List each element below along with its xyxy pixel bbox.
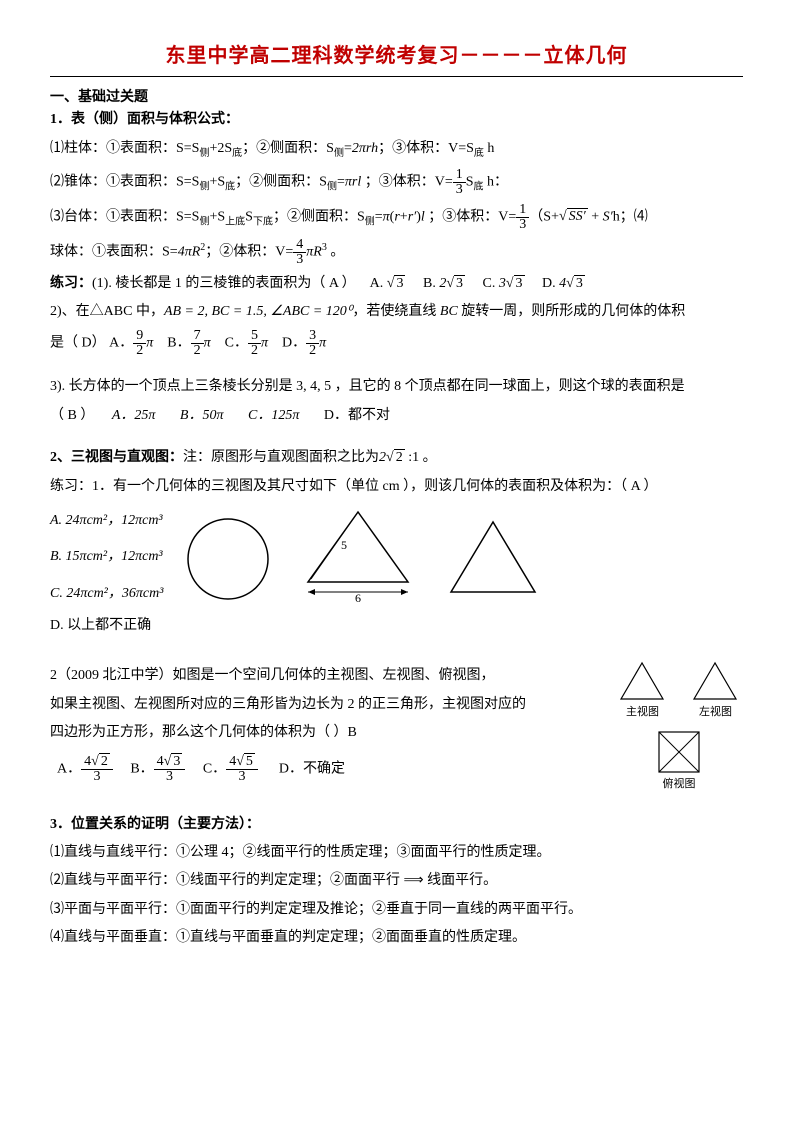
- side-view-label: 左视图: [688, 704, 743, 722]
- opt-a: A. 24πcm²，12πcm³: [50, 510, 163, 532]
- q2-line2: 如果主视图、左视图所对应的三角形皆为边长为 2 的正三角形，主视图对应的: [50, 694, 585, 716]
- section-2-ex1: 练习：1．有一个几何体的三视图及其尺寸如下（单位 cm ），则该几何体的表面积及…: [50, 476, 743, 498]
- exercise-1: 练习：(1). 棱长都是 1 的三棱锥的表面积为（ A ） A. 3 B. 23…: [50, 273, 743, 295]
- q2-options: A．423 B．433 C．453 D．不确定: [50, 755, 585, 784]
- triangle-dim-icon: 5 6: [293, 504, 423, 604]
- sec3-4: ⑷直线与平面垂直：①直线与平面垂直的判定定理；②面面垂直的性质定理。: [50, 927, 743, 949]
- top-view-label: 俯视图: [655, 776, 703, 794]
- opt-c: C. 24πcm²，36πcm³: [50, 583, 163, 605]
- opt-b: B. 15πcm²，12πcm³: [50, 546, 163, 568]
- circle-view-icon: [183, 514, 273, 604]
- views-diagram: 主视图 左视图 俯视图: [615, 659, 743, 793]
- triangle-plain-icon: [443, 514, 543, 604]
- formula-cone: ⑵锥体：①表面积：S=S侧+S底；②侧面积：S侧=πrl ；③体积：V=13S底…: [50, 168, 743, 197]
- question-2-container: 2（2009 北江中学）如图是一个空间几何体的主视图、左视图、俯视图， 如果主视…: [50, 659, 743, 793]
- section-2-head: 2、三视图与直观图：注：原图形与直观图面积之比为22 :1 。: [50, 447, 743, 469]
- section-1-head: 一、基础过关题: [50, 87, 743, 109]
- exercise-label: 练习：: [50, 276, 92, 291]
- front-view-label: 主视图: [615, 704, 670, 722]
- front-view-icon: [615, 659, 670, 704]
- formula-cylinder: ⑴柱体：①表面积：S=S侧+2S底；②侧面积：S侧=2πrh；③体积：V=S底 …: [50, 138, 743, 162]
- exercise-2-line2: 是（ D） A．92π B．72π C．52π D．32π: [50, 329, 743, 358]
- top-view-icon: [655, 728, 703, 776]
- ex1-text: (1). 棱长都是 1 的三棱锥的表面积为（ A ）: [92, 276, 356, 291]
- q2-line1: 2（2009 北江中学）如图是一个空间几何体的主视图、左视图、俯视图，: [50, 665, 585, 687]
- sec3-2: ⑵直线与平面平行：①线面平行的判定定理；②面面平行 ⟹ 线面平行。: [50, 870, 743, 892]
- exercise-3-q: 3). 长方体的一个顶点上三条棱长分别是 3, 4, 5 ，且它的 8 个顶点都…: [50, 376, 743, 398]
- exercise-2-line1: 2)、在△ABC 中，AB = 2, BC = 1.5, ∠ABC = 120⁰…: [50, 301, 743, 323]
- dim-6-label: 6: [355, 591, 361, 604]
- sec3-1: ⑴直线与直线平行：①公理 4；②线面平行的性质定理；③面面平行的性质定理。: [50, 842, 743, 864]
- opt-d: D. 以上都不正确: [50, 615, 163, 637]
- page-title: 东里中学高二理科数学统考复习－－－－立体几何: [50, 40, 743, 72]
- dim-5-label: 5: [341, 538, 347, 552]
- formula-sphere: 球体：①表面积：S=4πR2；②体积：V=43πR3 。: [50, 238, 743, 267]
- exercise-3-opts: （ B ） A．25π B．50π C．125π D．都不对: [50, 405, 743, 427]
- title-underline: [50, 76, 743, 77]
- section-3-head: 3．位置关系的证明（主要方法）：: [50, 814, 743, 836]
- side-view-icon: [688, 659, 743, 704]
- section-1-1: 1．表（侧）面积与体积公式：: [50, 109, 743, 131]
- three-view-container: A. 24πcm²，12πcm³ B. 15πcm²，12πcm³ C. 24π…: [50, 504, 743, 644]
- q2-line3: 四边形为正方形，那么这个几何体的体积为（ ）B: [50, 722, 585, 744]
- sec3-3: ⑶平面与平面平行：①面面平行的判定定理及推论；②垂直于同一直线的两平面平行。: [50, 899, 743, 921]
- formula-frustum: ⑶台体：①表面积：S=S侧+S上底S下底；②侧面积：S侧=π(r+r′)l ；③…: [50, 203, 743, 232]
